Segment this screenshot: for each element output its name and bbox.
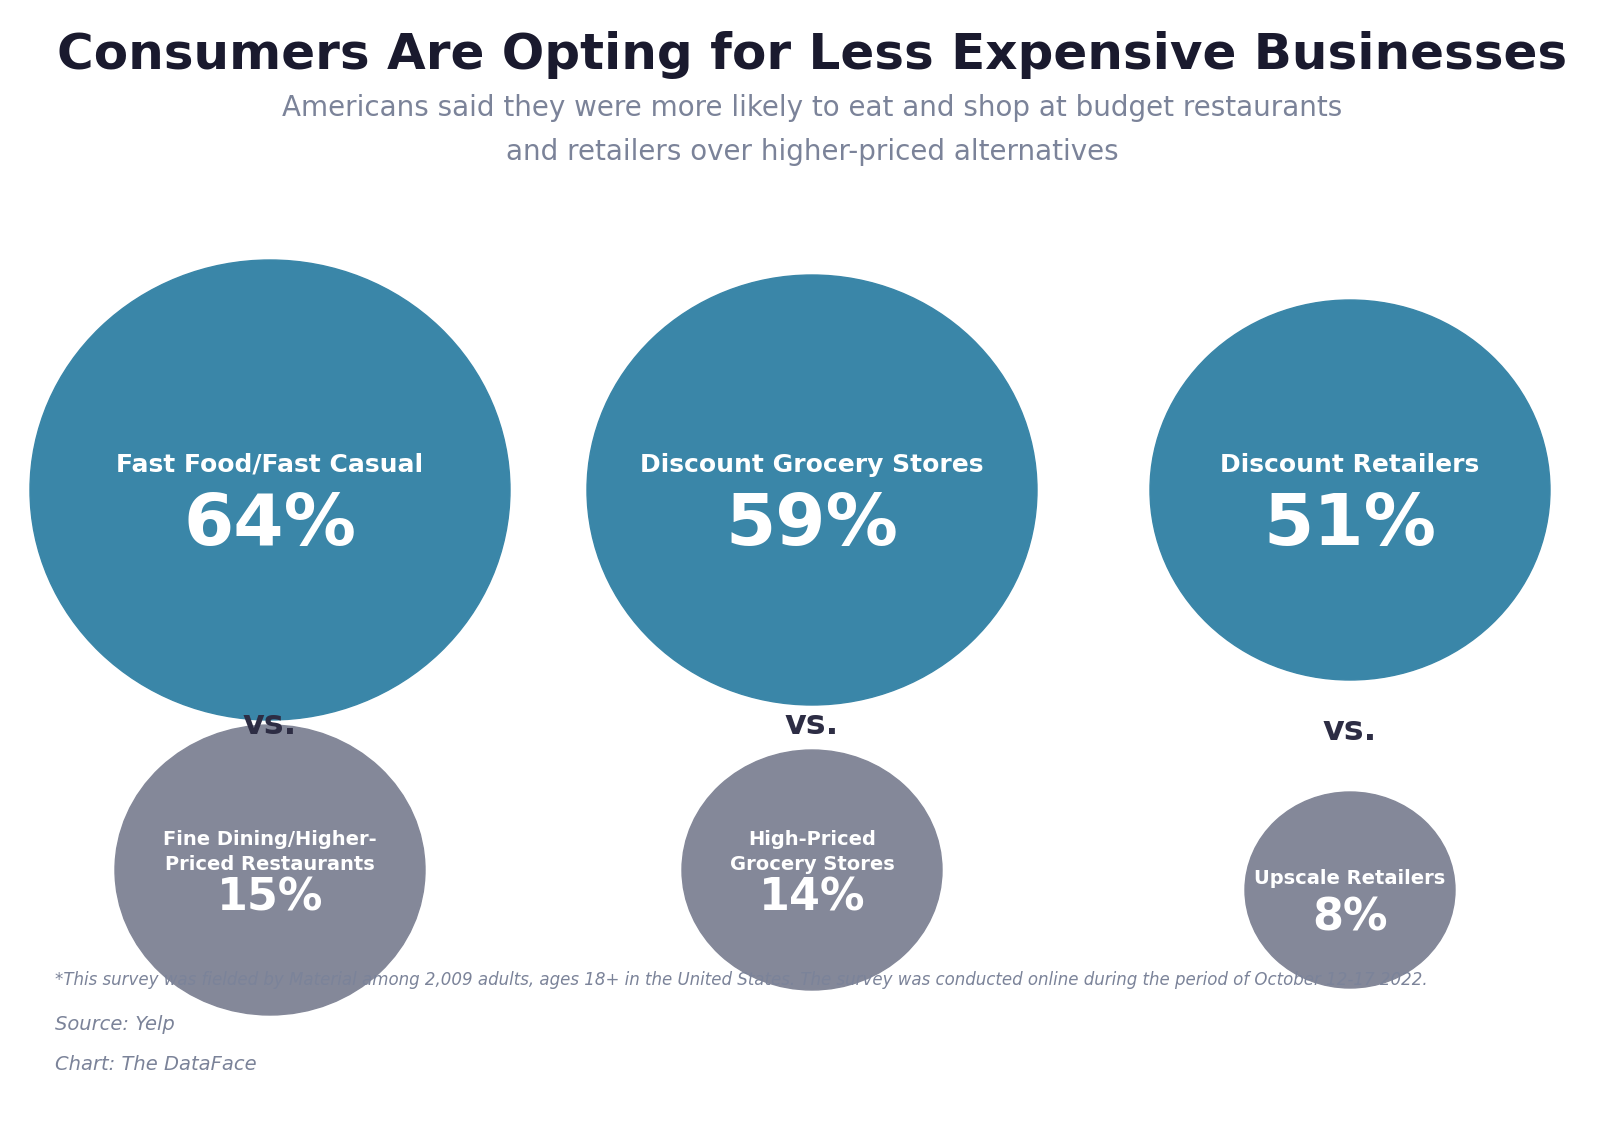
Text: 64%: 64% <box>183 490 357 559</box>
Ellipse shape <box>115 725 425 1015</box>
Ellipse shape <box>586 275 1037 705</box>
Ellipse shape <box>1149 300 1548 680</box>
Text: vs.: vs. <box>784 708 839 741</box>
Text: Discount Grocery Stores: Discount Grocery Stores <box>639 453 984 477</box>
Text: 51%: 51% <box>1263 490 1436 559</box>
Text: Source: Yelp: Source: Yelp <box>55 1015 175 1035</box>
Text: vs.: vs. <box>243 708 297 741</box>
Text: 59%: 59% <box>725 490 898 559</box>
Text: 15%: 15% <box>217 877 323 919</box>
Ellipse shape <box>1245 792 1454 988</box>
Text: *This survey was fielded by Material among 2,009 adults, ages 18+ in the United : *This survey was fielded by Material amo… <box>55 971 1427 989</box>
Text: Americans said they were more likely to eat and shop at budget restaurants
and r: Americans said they were more likely to … <box>282 94 1341 166</box>
Text: High-Priced
Grocery Stores: High-Priced Grocery Stores <box>729 830 894 874</box>
Text: Chart: The DataFace: Chart: The DataFace <box>55 1055 256 1075</box>
Text: 8%: 8% <box>1311 896 1388 940</box>
Text: Fine Dining/Higher-
Priced Restaurants: Fine Dining/Higher- Priced Restaurants <box>162 830 377 874</box>
Text: Discount Retailers: Discount Retailers <box>1219 453 1479 477</box>
Text: vs.: vs. <box>1323 714 1376 746</box>
Text: Upscale Retailers: Upscale Retailers <box>1253 869 1444 887</box>
Text: Fast Food/Fast Casual: Fast Food/Fast Casual <box>117 453 424 477</box>
Text: 14%: 14% <box>758 877 865 919</box>
Text: Consumers Are Opting for Less Expensive Businesses: Consumers Are Opting for Less Expensive … <box>57 31 1566 79</box>
Ellipse shape <box>29 260 510 720</box>
Ellipse shape <box>682 749 941 990</box>
